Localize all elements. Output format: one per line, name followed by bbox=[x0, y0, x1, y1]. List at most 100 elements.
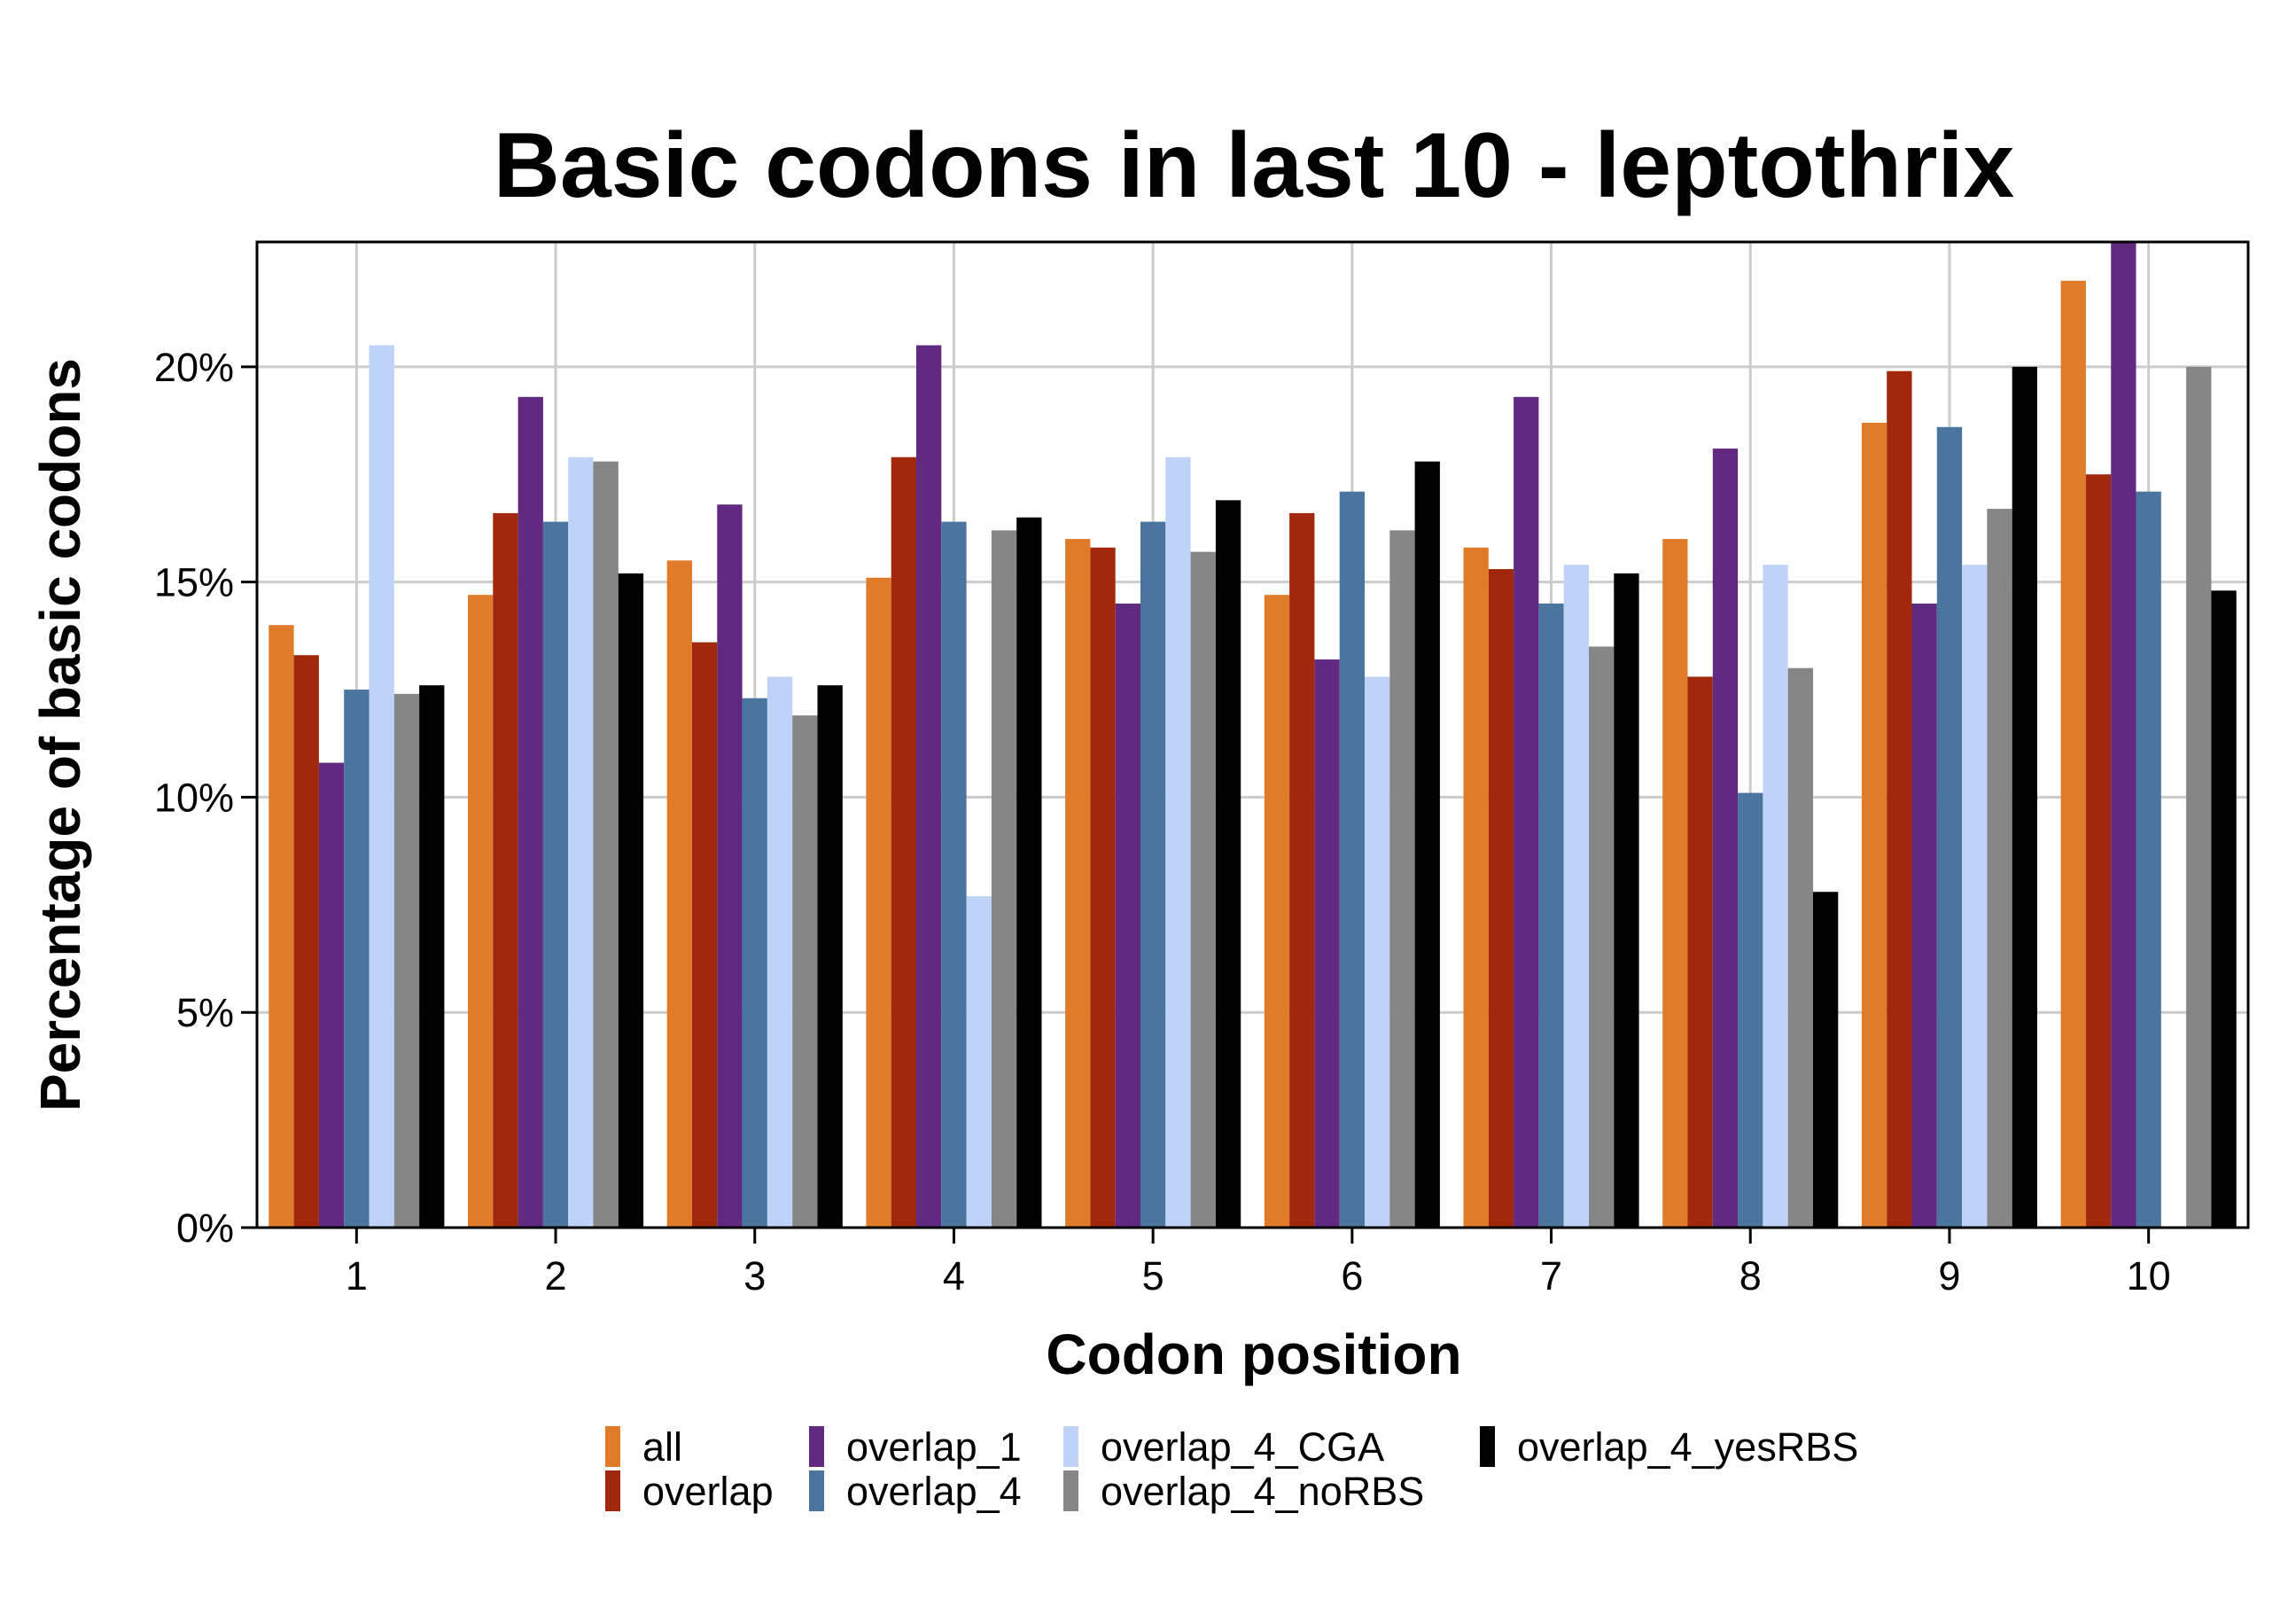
legend-label: all bbox=[642, 1424, 682, 1470]
x-tick-label: 8 bbox=[1740, 1253, 1762, 1299]
bar-overlap_1-7 bbox=[1514, 396, 1539, 1228]
bar-overlap_4_yesRBS-5 bbox=[1215, 500, 1241, 1228]
bar-overlap_4_noRBS-1 bbox=[393, 693, 420, 1228]
bar-overlap-2 bbox=[493, 512, 518, 1228]
bar-overlap_4_noRBS-6 bbox=[1389, 530, 1415, 1228]
y-tick-label: 0% bbox=[176, 1205, 234, 1251]
legend-label: overlap_4 bbox=[846, 1469, 1022, 1514]
y-tick-label: 15% bbox=[154, 560, 234, 605]
bar-overlap_4_CGA-7 bbox=[1563, 565, 1589, 1228]
bar-overlap_4_noRBS-9 bbox=[1987, 509, 2012, 1228]
tick-labels: 0% 5% 10% 15% 20% 1 2 3 4 5 6 7 8 9 10 bbox=[154, 345, 2171, 1299]
legend-swatch bbox=[1480, 1426, 1495, 1467]
bar-all-3 bbox=[666, 560, 692, 1228]
y-tick-label: 10% bbox=[154, 775, 234, 820]
bar-overlap_4_CGA-2 bbox=[568, 456, 594, 1228]
bar-overlap_4_yesRBS-7 bbox=[1614, 573, 1639, 1228]
bar-overlap_1-9 bbox=[1911, 603, 1937, 1228]
x-tick-label: 7 bbox=[1540, 1253, 1562, 1299]
legend-item-overlap: overlap bbox=[605, 1469, 774, 1514]
bar-overlap_4-5 bbox=[1140, 521, 1166, 1228]
bar-overlap_4_CGA-1 bbox=[369, 345, 394, 1228]
bar-overlap_4-9 bbox=[1936, 426, 1963, 1228]
x-tick-label: 2 bbox=[545, 1253, 567, 1299]
bar-overlap_4_yesRBS-6 bbox=[1414, 461, 1440, 1228]
bar-overlap_4_noRBS-8 bbox=[1787, 667, 1813, 1228]
bar-overlap_4_yesRBS-1 bbox=[419, 685, 445, 1228]
legend-label: overlap bbox=[642, 1469, 774, 1514]
bar-overlap_4-2 bbox=[542, 521, 569, 1228]
x-tick-label: 6 bbox=[1341, 1253, 1363, 1299]
bar-overlap_4_CGA-8 bbox=[1763, 565, 1788, 1228]
legend-swatch bbox=[605, 1470, 620, 1511]
bar-overlap_4_yesRBS-9 bbox=[2012, 366, 2037, 1228]
bar-overlap_4_noRBS-2 bbox=[593, 461, 619, 1228]
bar-overlap-6 bbox=[1289, 512, 1315, 1228]
x-tick-label: 4 bbox=[943, 1253, 965, 1299]
bar-overlap_4_CGA-6 bbox=[1365, 676, 1390, 1228]
bar-overlap-10 bbox=[2085, 474, 2112, 1228]
x-tick-label: 10 bbox=[2127, 1253, 2171, 1299]
bar-overlap_4_CGA-4 bbox=[966, 896, 992, 1228]
bar-overlap_1-3 bbox=[717, 504, 743, 1228]
bar-overlap-4 bbox=[891, 456, 916, 1228]
x-tick-label: 1 bbox=[346, 1253, 368, 1299]
bar-overlap_4_noRBS-7 bbox=[1589, 646, 1615, 1228]
x-tick-label: 9 bbox=[1938, 1253, 1960, 1299]
bar-overlap-5 bbox=[1090, 547, 1116, 1228]
legend-item-overlap_4_noRBS: overlap_4_noRBS bbox=[1063, 1469, 1424, 1514]
bar-overlap_4_yesRBS-2 bbox=[618, 573, 644, 1228]
legend-item-overlap_1: overlap_1 bbox=[809, 1424, 1022, 1470]
bar-overlap_4-10 bbox=[2136, 491, 2161, 1228]
bar-all-7 bbox=[1463, 547, 1489, 1228]
axis-ticks bbox=[241, 365, 2151, 1244]
legend-label: overlap_4_noRBS bbox=[1101, 1469, 1424, 1514]
bar-all-2 bbox=[468, 595, 494, 1228]
plot-frame bbox=[255, 240, 2250, 1229]
legend-swatch bbox=[809, 1426, 824, 1467]
bar-overlap_4_noRBS-3 bbox=[792, 715, 818, 1228]
bar-all-5 bbox=[1065, 539, 1091, 1228]
bar-all-10 bbox=[2060, 280, 2086, 1228]
bar-overlap_4-6 bbox=[1339, 491, 1365, 1228]
bar-overlap_4_CGA-5 bbox=[1165, 456, 1191, 1228]
legend-swatch bbox=[605, 1426, 620, 1467]
bar-overlap_4-1 bbox=[344, 690, 370, 1228]
legend-label: overlap_4_yesRBS bbox=[1517, 1424, 1858, 1470]
bar-overlap_1-4 bbox=[916, 345, 942, 1228]
legend-swatch bbox=[1063, 1470, 1078, 1511]
bar-overlap_4_yesRBS-8 bbox=[1813, 892, 1839, 1228]
bar-overlap_4_yesRBS-10 bbox=[2211, 590, 2237, 1228]
bar-overlap_1-1 bbox=[318, 762, 345, 1228]
bar-overlap-8 bbox=[1687, 676, 1713, 1228]
y-tick-label: 5% bbox=[176, 990, 234, 1035]
bar-all-6 bbox=[1264, 595, 1290, 1228]
bar-overlap-1 bbox=[293, 655, 319, 1228]
legend-swatch bbox=[1063, 1426, 1078, 1467]
chart-title: Basic codons in last 10 - leptothrix bbox=[494, 114, 2015, 217]
y-axis-title: Percentage of basic codons bbox=[28, 358, 92, 1112]
legend-swatch bbox=[809, 1470, 824, 1511]
bar-overlap_4_yesRBS-3 bbox=[817, 685, 843, 1228]
bars bbox=[269, 242, 2237, 1228]
bar-overlap_4-4 bbox=[941, 521, 967, 1228]
bar-overlap_4-7 bbox=[1538, 603, 1564, 1228]
bar-overlap_4_noRBS-4 bbox=[991, 530, 1017, 1228]
bar-overlap_1-5 bbox=[1115, 603, 1140, 1228]
bar-overlap-9 bbox=[1887, 370, 1912, 1228]
legend-item-overlap_4_yesRBS: overlap_4_yesRBS bbox=[1480, 1424, 1858, 1470]
bar-overlap_1-6 bbox=[1314, 659, 1340, 1228]
bar-overlap_4-8 bbox=[1738, 792, 1763, 1228]
bar-overlap_4_noRBS-10 bbox=[2186, 366, 2212, 1228]
bar-all-8 bbox=[1662, 539, 1688, 1228]
legend-item-all: all bbox=[605, 1424, 682, 1470]
x-tick-label: 3 bbox=[743, 1253, 766, 1299]
bar-overlap_1-10 bbox=[2111, 242, 2136, 1228]
x-axis-title: Codon position bbox=[1046, 1322, 1461, 1386]
x-tick-label: 5 bbox=[1142, 1253, 1164, 1299]
bar-overlap-3 bbox=[692, 642, 718, 1228]
bar-overlap-7 bbox=[1488, 569, 1514, 1228]
bar-overlap_1-2 bbox=[518, 396, 543, 1228]
